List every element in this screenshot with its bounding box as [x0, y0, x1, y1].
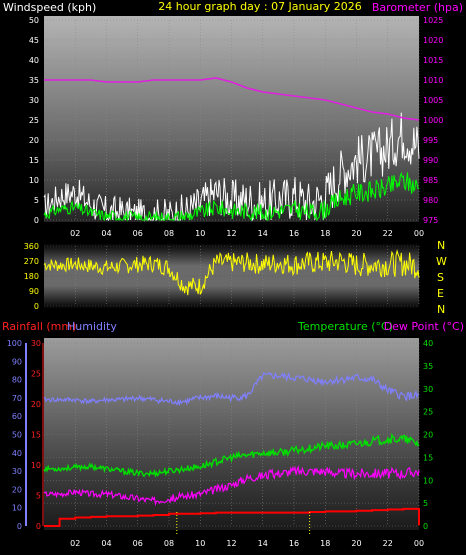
wind-y-tick: 45: [29, 36, 39, 45]
temp-y-tick: 10: [423, 476, 433, 485]
rainfall-line: [44, 507, 420, 527]
rain-y-tick: 0: [36, 522, 41, 531]
baro-y-tick: 975: [423, 216, 438, 225]
humidity-axis-label: Humidity: [67, 320, 117, 333]
humidity-y-tick: 20: [12, 485, 22, 494]
temperature-line: [43, 432, 420, 478]
wind-y-tick: 50: [29, 16, 39, 25]
rain-y-tick: 5: [36, 492, 41, 501]
x-tick-label: 22: [383, 539, 393, 548]
wind-axis-label: Windspeed (kph): [3, 1, 96, 14]
compass-n-top: N: [437, 239, 445, 252]
temperature-axis-label: Temperature (°C): [297, 320, 393, 333]
temp-y-tick: 20: [423, 431, 433, 440]
x-tick-label: 06: [133, 539, 143, 548]
x-tick-label: 04: [101, 229, 111, 238]
rain-y-tick: 25: [31, 370, 41, 379]
x-tick-label: 16: [289, 539, 299, 548]
temp-y-tick: 40: [423, 339, 433, 348]
wind-y-tick: 5: [34, 196, 39, 205]
x-tick-label: 14: [258, 229, 268, 238]
wind-direction-line: [43, 249, 420, 296]
humidity-y-tick: 60: [12, 412, 22, 421]
direction-y-tick: 270: [24, 257, 39, 266]
temp-y-tick: 30: [423, 385, 433, 394]
temp-y-tick: 35: [423, 362, 433, 371]
barometer-axis-label: Barometer (hpa): [372, 1, 463, 14]
humidity-y-tick: 30: [12, 467, 22, 476]
humidity-y-tick: 90: [12, 357, 22, 366]
wind-y-tick: 15: [29, 156, 39, 165]
compass-e: E: [437, 287, 444, 300]
x-tick-label: 18: [320, 229, 330, 238]
x-tick-label: 10: [195, 539, 205, 548]
temp-y-tick: 25: [423, 408, 433, 417]
x-tick-label: 08: [164, 539, 174, 548]
baro-y-tick: 980: [423, 196, 438, 205]
temp-y-tick: 5: [423, 499, 428, 508]
barometer-line: [44, 77, 420, 121]
dewpoint-axis-label: Dew Point (°C): [384, 320, 464, 333]
wind-y-tick: 10: [29, 176, 39, 185]
wind-y-tick: 30: [29, 96, 39, 105]
humidity-y-tick: 10: [12, 504, 22, 513]
baro-y-tick: 1025: [423, 16, 443, 25]
wind-y-tick: 40: [29, 56, 39, 65]
x-tick-label: 12: [226, 539, 236, 548]
dewpoint-line: [43, 464, 420, 507]
baro-y-tick: 990: [423, 156, 438, 165]
x-tick-label: 04: [101, 539, 111, 548]
humidity-y-tick: 0: [17, 522, 22, 531]
direction-y-tick: 0: [34, 302, 39, 311]
x-tick-label: 14: [258, 539, 268, 548]
humidity-line: [43, 371, 420, 407]
wind-y-tick: 20: [29, 136, 39, 145]
rain-y-tick: 30: [31, 339, 41, 348]
x-tick-label: 02: [70, 539, 80, 548]
rain-y-tick: 20: [31, 400, 41, 409]
humidity-y-tick: 40: [12, 449, 22, 458]
humidity-y-tick: 80: [12, 376, 22, 385]
x-tick-label: 06: [133, 229, 143, 238]
humidity-y-tick: 50: [12, 431, 22, 440]
baro-y-tick: 1010: [423, 76, 443, 85]
x-tick-label: 02: [70, 229, 80, 238]
compass-w: W: [436, 255, 447, 268]
temp-y-tick: 0: [423, 522, 428, 531]
x-tick-label: 00: [414, 229, 424, 238]
x-tick-label: 10: [195, 229, 205, 238]
rain-y-tick: 15: [31, 431, 41, 440]
rain-y-tick: 10: [31, 461, 41, 470]
wind-y-tick: 35: [29, 76, 39, 85]
x-tick-label: 20: [351, 539, 361, 548]
baro-y-tick: 1015: [423, 56, 443, 65]
wind-y-tick: 0: [34, 216, 39, 225]
baro-y-tick: 1000: [423, 116, 443, 125]
baro-y-tick: 985: [423, 176, 438, 185]
compass-n-bottom: N: [437, 303, 445, 316]
compass-labels: N W S E N: [436, 239, 447, 316]
chart-title: 24 hour graph day : 07 January 2026: [158, 0, 362, 13]
rain-axis-label: Rainfall (mm): [2, 320, 76, 333]
wind-avg-line: [43, 171, 419, 222]
temp-y-tick: 15: [423, 453, 433, 462]
wind-y-tick: 25: [29, 116, 39, 125]
direction-y-tick: 180: [24, 272, 39, 281]
x-tick-label: 18: [320, 539, 330, 548]
humidity-y-tick: 100: [7, 339, 22, 348]
x-tick-label: 20: [351, 229, 361, 238]
direction-y-tick: 360: [24, 242, 39, 251]
x-tick-label: 00: [414, 539, 424, 548]
baro-y-tick: 1020: [423, 36, 443, 45]
compass-s: S: [437, 271, 444, 284]
x-tick-label: 08: [164, 229, 174, 238]
baro-y-tick: 1005: [423, 96, 443, 105]
x-tick-label: 22: [383, 229, 393, 238]
baro-y-tick: 995: [423, 136, 438, 145]
direction-y-tick: 90: [29, 287, 39, 296]
humidity-y-tick: 70: [12, 394, 22, 403]
x-tick-label: 12: [226, 229, 236, 238]
x-tick-label: 16: [289, 229, 299, 238]
